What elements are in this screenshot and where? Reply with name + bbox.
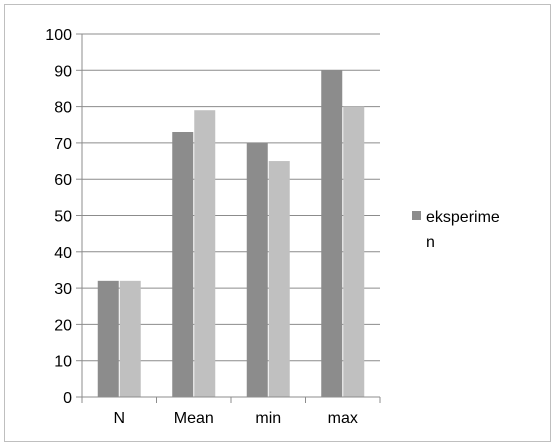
bar-series1-max	[321, 70, 343, 398]
legend-label-line-2: n	[426, 234, 435, 251]
bar-series1-n	[97, 280, 119, 397]
legend-label-line-1: eksperime	[426, 209, 500, 226]
bars	[97, 70, 365, 398]
y-tick-label: 90	[54, 63, 72, 80]
y-tick-label: 30	[54, 281, 72, 298]
y-tick-label: 70	[54, 136, 72, 153]
y-tick-label: 60	[54, 172, 72, 189]
bar-series2-max	[343, 106, 365, 397]
x-tick-label: max	[328, 410, 358, 427]
y-axis-ticks: 0 10 20 30 40 50 60 70 80 90 100	[45, 27, 82, 407]
bar-series2-mean	[194, 110, 216, 397]
x-axis	[81, 34, 381, 403]
x-tick-label: min	[255, 410, 281, 427]
bar-series2-min	[268, 161, 290, 397]
legend: eksperime n	[412, 209, 500, 251]
legend-swatch	[412, 211, 421, 220]
x-tick-label: N	[113, 410, 125, 427]
y-tick-label: 20	[54, 317, 72, 334]
y-tick-label: 80	[54, 100, 72, 117]
x-tick-label: Mean	[174, 410, 214, 427]
y-tick-label: 50	[54, 209, 72, 226]
y-tick-label: 10	[54, 354, 72, 371]
bar-series2-n	[119, 280, 141, 397]
bar-series1-min	[246, 142, 268, 397]
y-tick-label: 100	[45, 27, 72, 44]
y-tick-label: 40	[54, 245, 72, 262]
bar-series1-mean	[172, 132, 194, 397]
y-tick-label: 0	[63, 390, 72, 407]
x-axis-labels: N Mean min max	[113, 410, 357, 427]
